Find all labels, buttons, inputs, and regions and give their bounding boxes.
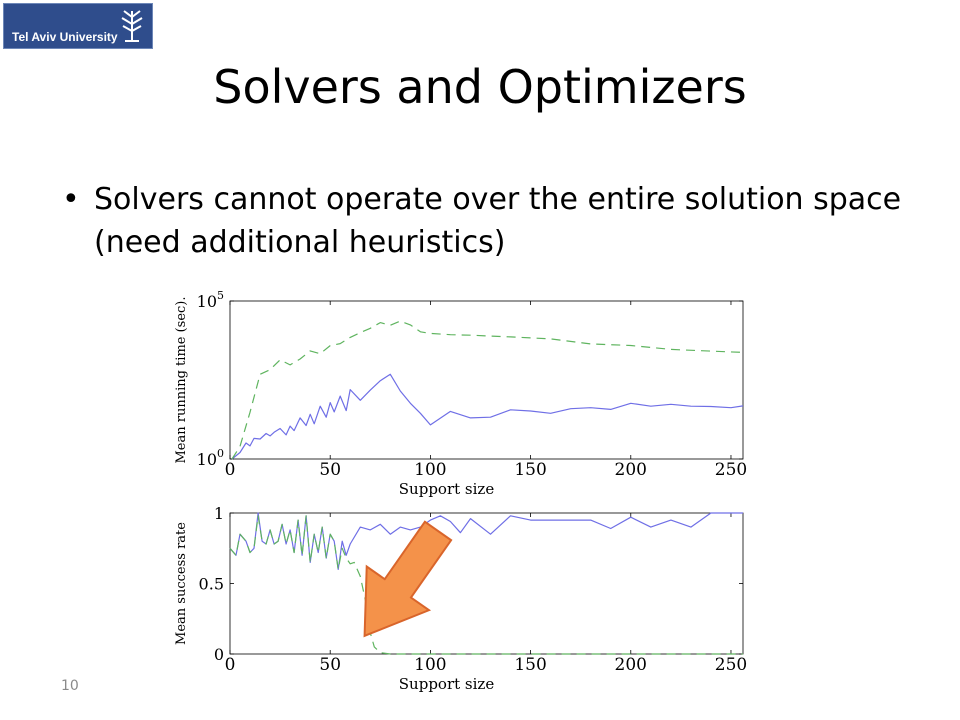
x-axis-label: Support size: [399, 675, 495, 693]
x-axis-label: Support size: [399, 480, 495, 498]
x-tick-label: 250: [715, 460, 747, 480]
x-tick-label: 150: [514, 655, 546, 675]
page-number: 10: [61, 678, 79, 694]
y-tick-label: 1: [214, 504, 224, 523]
series-line-blue: [229, 512, 743, 570]
x-tick-label: 0: [225, 655, 236, 675]
y-tick-label: 105: [197, 289, 224, 311]
logo-text: Tel Aviv University: [12, 30, 118, 44]
y-axis-label: Mean running time (sec).: [174, 296, 189, 463]
series-line-green: [229, 515, 743, 655]
x-tick-label: 50: [319, 655, 341, 675]
x-tick-label: 100: [414, 460, 446, 480]
university-logo: Tel Aviv University: [3, 3, 153, 49]
y-tick-label: 0.5: [199, 575, 224, 594]
x-tick-label: 150: [514, 460, 546, 480]
series-line-blue: [231, 373, 744, 460]
y-tick-label: 100: [197, 447, 224, 469]
axes-box: [229, 512, 744, 655]
bullet-list: • Solvers cannot operate over the entire…: [62, 178, 902, 264]
y-axis-label: Mean success rate: [174, 522, 189, 645]
tree-logo-icon: [121, 10, 143, 42]
x-tick-label: 50: [319, 460, 341, 480]
bullet-dot-icon: •: [62, 182, 80, 217]
chart-panel-2: 0 50 100 150 200 250 0 0.5 1 Support size Mean suc…: [174, 504, 747, 693]
x-tick-label: 0: [225, 460, 236, 480]
chart-panel-1: 0 50 100 150 200 250 100 105 Support size Mean ru…: [174, 289, 747, 498]
x-tick-label: 250: [715, 655, 747, 675]
bullet-text: Solvers cannot operate over the entire s…: [94, 182, 902, 260]
x-tick-label: 200: [615, 655, 647, 675]
bullet-item: • Solvers cannot operate over the entire…: [62, 178, 902, 264]
arrow-shape: [363, 520, 453, 638]
axes-box: [229, 300, 744, 460]
arrow-annotation-icon: [363, 520, 453, 638]
series-line-green: [231, 320, 744, 460]
chart-figure: 0 50 100 150 200 250 100 105 Support size Mean ru…: [153, 283, 751, 710]
x-tick-label: 100: [414, 655, 446, 675]
x-tick-label: 200: [615, 460, 647, 480]
y-tick-label: 0: [214, 645, 224, 664]
slide-title: Solvers and Optimizers: [213, 60, 747, 114]
